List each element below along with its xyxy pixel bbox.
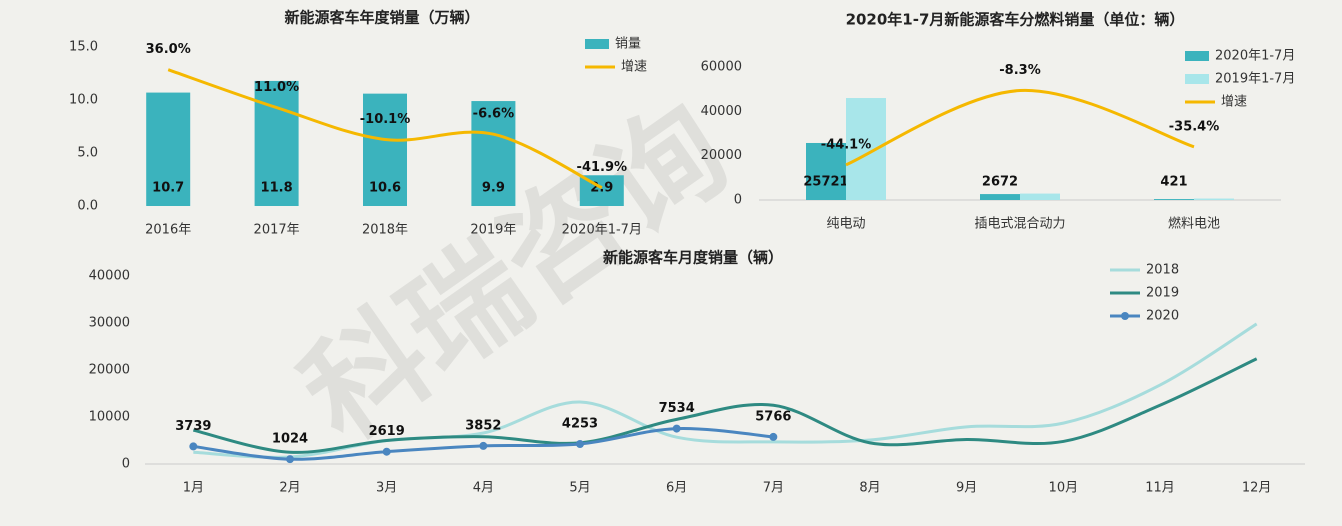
- data-label: -6.6%: [473, 107, 514, 122]
- legend-label: 2018: [1146, 263, 1179, 278]
- data-label: 7534: [659, 401, 695, 416]
- bar: [846, 98, 886, 200]
- bar: [1194, 198, 1234, 200]
- legend-label: 2020: [1146, 309, 1179, 324]
- data-label: -41.9%: [577, 160, 628, 175]
- y-tick-label: 0: [734, 193, 742, 208]
- chart-title: 新能源客车年度销量（万辆）: [284, 9, 479, 27]
- bar: [471, 101, 516, 206]
- bar: [806, 142, 846, 200]
- chart-title: 2020年1-7月新能源客车分燃料销量（单位：辆）: [846, 11, 1185, 29]
- x-tick-label: 2月: [279, 481, 300, 496]
- y-tick-label: 5.0: [77, 146, 98, 161]
- bar: [1020, 193, 1060, 200]
- data-label: 4253: [562, 417, 598, 432]
- x-tick-label: 12月: [1242, 481, 1272, 496]
- point: [382, 447, 391, 456]
- point: [189, 442, 198, 451]
- bar: [1154, 199, 1194, 200]
- data-label: 421: [1160, 175, 1187, 190]
- point: [576, 440, 584, 449]
- y-tick-label: 0.0: [77, 199, 98, 214]
- data-label: 10.7: [152, 181, 184, 196]
- point: [672, 424, 681, 433]
- x-tick-label: 2020年1-7月: [562, 223, 642, 238]
- x-tick-label: 9月: [956, 481, 977, 496]
- x-tick-label: 5月: [569, 481, 590, 496]
- data-label: 3739: [175, 419, 211, 434]
- bar: [980, 194, 1020, 200]
- data-label: 11.8: [261, 181, 293, 196]
- x-tick-label: 2017年: [254, 223, 300, 238]
- data-label: 36.0%: [146, 42, 191, 57]
- point: [479, 441, 488, 450]
- data-label: 9.9: [482, 181, 505, 196]
- data-label: 2619: [369, 424, 405, 439]
- bar: [146, 92, 191, 206]
- legend-label: 2020年1-7月: [1215, 49, 1295, 64]
- x-tick-label: 插电式混合动力: [974, 217, 1065, 232]
- y-tick-label: 0: [122, 457, 130, 472]
- data-label: -8.3%: [999, 63, 1040, 78]
- x-tick-label: 8月: [859, 481, 880, 496]
- x-tick-label: 1月: [183, 481, 204, 496]
- y-tick-label: 20000: [89, 363, 130, 378]
- bar: [363, 93, 407, 206]
- line: [192, 357, 1258, 454]
- data-label: 3852: [465, 418, 501, 433]
- legend-marker: [1121, 312, 1129, 320]
- legend-swatch: [585, 39, 609, 49]
- legend-label: 增速: [621, 60, 647, 75]
- legend-swatch: [1185, 51, 1209, 61]
- data-label: 25721: [803, 175, 848, 190]
- chart-title: 新能源客车月度销量（辆）: [603, 249, 783, 267]
- y-tick-label: 10.0: [69, 93, 98, 108]
- data-label: 10.6: [369, 181, 401, 196]
- data-label: -44.1%: [821, 137, 872, 152]
- x-tick-label: 燃料电池: [1168, 216, 1220, 232]
- x-tick-label: 2018年: [362, 223, 408, 238]
- legend-label: 2019: [1146, 286, 1179, 301]
- x-tick-label: 4月: [473, 481, 494, 496]
- y-tick-label: 15.0: [69, 40, 98, 55]
- data-label: -10.1%: [360, 112, 411, 127]
- legend-label: 增速: [1221, 95, 1247, 110]
- point: [769, 432, 778, 441]
- x-tick-label: 3月: [376, 481, 397, 496]
- x-tick-label: 6月: [666, 481, 687, 496]
- data-label: -35.4%: [1169, 119, 1220, 134]
- data-label: 2672: [982, 175, 1018, 190]
- y-tick-label: 10000: [89, 410, 130, 425]
- x-tick-label: 2019年: [470, 223, 516, 238]
- point: [286, 455, 294, 464]
- x-tick-label: 11月: [1145, 481, 1175, 496]
- legend-swatch: [1185, 74, 1209, 84]
- legend-label: 2019年1-7月: [1215, 72, 1295, 87]
- data-label: 11.0%: [254, 80, 299, 95]
- x-tick-label: 10月: [1049, 481, 1079, 496]
- x-tick-label: 纯电动: [826, 217, 865, 232]
- y-tick-label: 40000: [701, 104, 742, 119]
- y-tick-label: 30000: [89, 316, 130, 331]
- line: [845, 88, 1195, 167]
- legend-label: 销量: [615, 37, 641, 52]
- x-tick-label: 2016年: [145, 223, 191, 238]
- data-label: 5766: [755, 409, 791, 424]
- data-label: 1024: [272, 432, 308, 447]
- y-tick-label: 40000: [89, 269, 130, 284]
- x-tick-label: 7月: [763, 481, 784, 496]
- y-tick-label: 20000: [701, 148, 742, 163]
- line: [167, 68, 603, 190]
- y-tick-label: 60000: [701, 60, 742, 75]
